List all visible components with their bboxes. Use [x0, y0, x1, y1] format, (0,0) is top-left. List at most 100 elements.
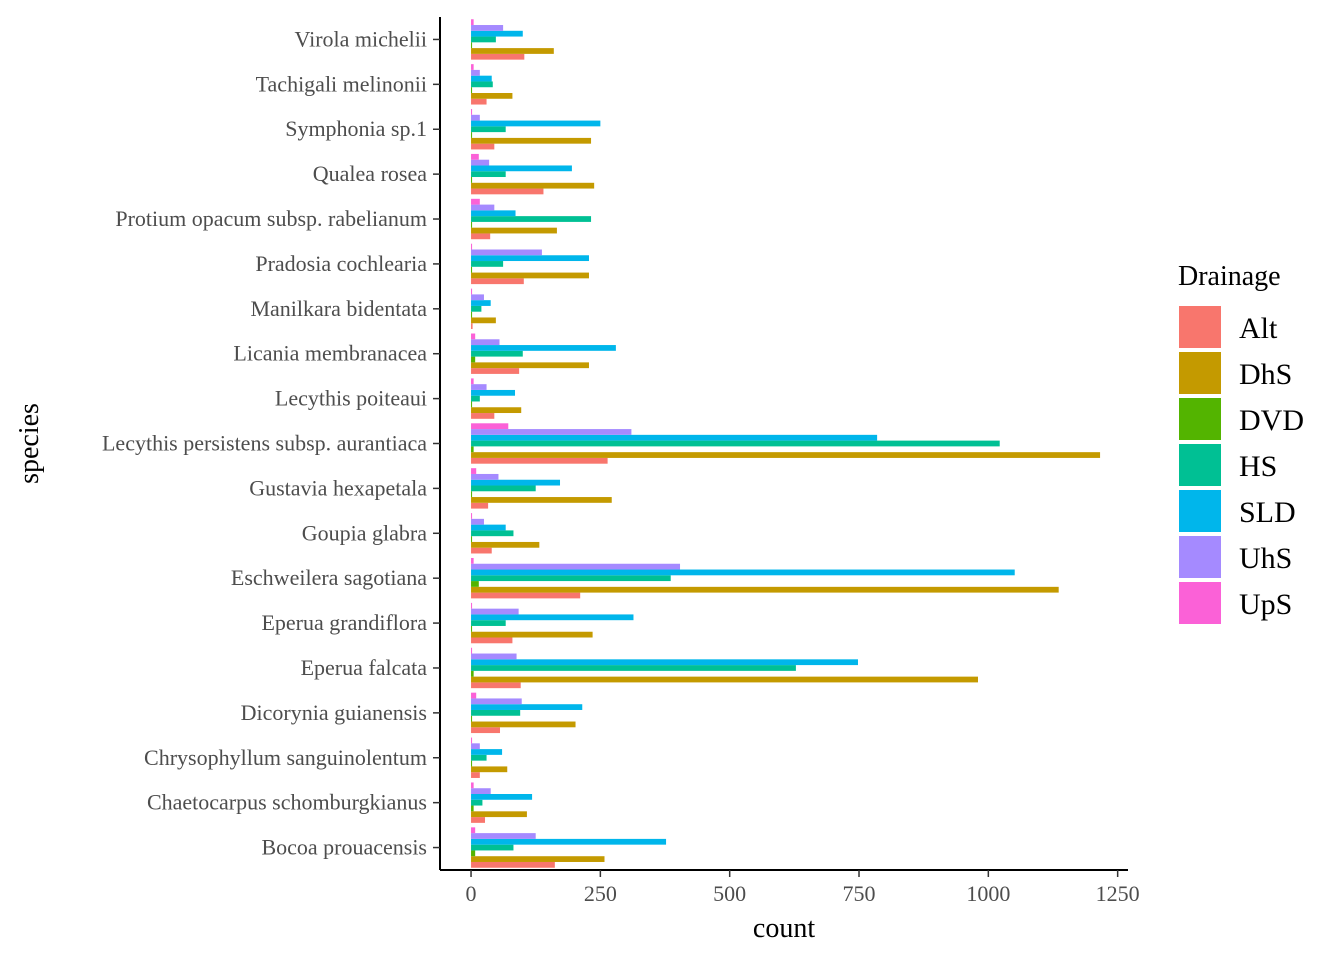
bar-uhs-14 — [471, 204, 495, 211]
bar-sld-10 — [471, 389, 516, 396]
bar-ups-13 — [471, 243, 473, 250]
bar-sld-16 — [471, 120, 601, 127]
bar-alt-10 — [471, 413, 495, 419]
bar-sld-18 — [471, 30, 523, 37]
x-tick-label: 1000 — [966, 881, 1010, 906]
bar-ups-17 — [471, 64, 474, 70]
bar-dvd-7 — [471, 536, 473, 542]
bar-alt-1 — [471, 817, 486, 823]
y-tick-label: Gustavia hexapetala — [249, 475, 427, 500]
legend-key-hs — [1179, 444, 1221, 486]
bar-alt-5 — [471, 637, 513, 644]
legend-label-sld: SLD — [1239, 496, 1296, 529]
bar-ups-10 — [471, 378, 474, 385]
bar-uhs-3 — [471, 698, 522, 705]
bar-alt-7 — [471, 547, 492, 554]
bar-dvd-13 — [471, 266, 473, 273]
x-tick-label: 1250 — [1096, 881, 1140, 906]
bar-dvd-2 — [471, 760, 473, 767]
y-tick-label: Eperua grandiflora — [261, 610, 427, 635]
bar-sld-17 — [471, 75, 492, 82]
bar-alt-9 — [471, 457, 608, 464]
bar-alt-6 — [471, 592, 581, 599]
bar-hs-0 — [471, 844, 514, 851]
bars-layer — [471, 19, 1101, 868]
y-tick-label: Lecythis poiteaui — [275, 386, 427, 411]
y-tick-label: Eperua falcata — [301, 655, 428, 680]
bar-hs-16 — [471, 126, 506, 133]
legend-label-dvd: DVD — [1239, 404, 1304, 437]
bar-uhs-6 — [471, 563, 681, 570]
bar-hs-3 — [471, 709, 521, 716]
bar-ups-9 — [471, 423, 509, 430]
bar-dhs-5 — [471, 631, 593, 638]
bar-ups-5 — [471, 602, 473, 609]
bar-dhs-9 — [471, 452, 1101, 458]
x-axis-title: count — [753, 913, 815, 944]
legend-label-ups: UpS — [1239, 588, 1292, 621]
bar-alt-12 — [471, 323, 473, 330]
bar-dvd-14 — [471, 221, 473, 228]
bar-hs-4 — [471, 665, 796, 671]
bar-hs-2 — [471, 754, 487, 761]
bar-sld-12 — [471, 300, 491, 306]
bar-alt-11 — [471, 368, 520, 374]
y-tick-label: Protium opacum subsp. rabelianum — [115, 206, 427, 231]
bar-ups-0 — [471, 827, 476, 834]
bar-ups-6 — [471, 557, 474, 564]
y-tick-label: Virola michelii — [295, 26, 427, 51]
y-tick-label: Symphonia sp.1 — [285, 116, 427, 141]
bar-dvd-4 — [471, 670, 474, 677]
bar-alt-14 — [471, 233, 491, 240]
bar-sld-3 — [471, 704, 583, 710]
y-tick-label: Bocoa prouacensis — [261, 835, 427, 860]
bar-dhs-10 — [471, 407, 522, 414]
bar-ups-15 — [471, 153, 479, 160]
y-tick-label: Licania membranacea — [233, 341, 427, 366]
bar-hs-18 — [471, 36, 496, 43]
bar-ups-11 — [471, 333, 476, 340]
legend-key-ups — [1179, 582, 1221, 624]
bar-ups-8 — [471, 468, 477, 474]
bar-sld-15 — [471, 165, 572, 172]
bar-alt-4 — [471, 682, 521, 689]
bar-dvd-3 — [471, 715, 473, 722]
bar-alt-0 — [471, 861, 555, 868]
bar-alt-8 — [471, 502, 489, 509]
y-tick-label: Eschweilera sagotiana — [231, 565, 427, 590]
bar-ups-18 — [471, 19, 474, 26]
bar-dvd-15 — [471, 177, 473, 183]
bar-hs-13 — [471, 261, 504, 267]
legend: Drainage Alt DhS DVD HS SLD UhS UpS — [1178, 261, 1304, 624]
bar-uhs-1 — [471, 788, 491, 794]
bar-dvd-10 — [471, 401, 473, 408]
y-tick-label: Chrysophyllum sanguinolentum — [144, 745, 427, 770]
bar-sld-9 — [471, 434, 878, 441]
bar-uhs-9 — [471, 429, 632, 435]
bar-dhs-6 — [471, 586, 1059, 593]
bar-hs-6 — [471, 575, 671, 582]
y-tick-label: Pradosia cochlearia — [255, 251, 427, 276]
bar-dvd-5 — [471, 625, 473, 632]
bar-uhs-15 — [471, 159, 490, 166]
bar-sld-2 — [471, 749, 503, 755]
bar-alt-17 — [471, 98, 487, 105]
y-tick-label: Manilkara bidentata — [250, 296, 427, 321]
bar-sld-4 — [471, 659, 858, 666]
bar-hs-11 — [471, 350, 523, 357]
bar-ups-3 — [471, 692, 477, 699]
bar-hs-12 — [471, 305, 482, 312]
bar-sld-5 — [471, 614, 634, 621]
bar-ups-7 — [471, 513, 473, 519]
bar-uhs-18 — [471, 25, 504, 31]
bar-uhs-16 — [471, 114, 480, 121]
bar-dhs-8 — [471, 497, 612, 503]
bar-dvd-12 — [471, 311, 473, 318]
bar-dvd-11 — [471, 356, 476, 363]
bar-uhs-12 — [471, 294, 484, 301]
legend-key-uhs — [1179, 536, 1221, 578]
bar-alt-3 — [471, 727, 501, 734]
legend-label-hs: HS — [1239, 450, 1277, 483]
x-tick-label: 750 — [843, 881, 876, 906]
y-tick-label: Lecythis persistens subsp. aurantiaca — [102, 431, 427, 456]
